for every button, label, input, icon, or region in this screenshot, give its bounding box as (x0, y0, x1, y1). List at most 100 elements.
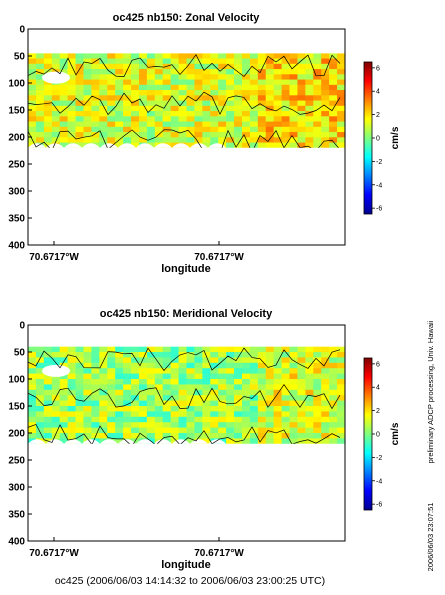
field-cell (202, 84, 211, 91)
field-cell (257, 79, 267, 86)
field-cell (273, 116, 283, 123)
field-cell (146, 116, 156, 123)
field-cell (51, 111, 61, 117)
field-cell (75, 63, 85, 70)
field-cell (75, 132, 85, 138)
field-cell (265, 411, 275, 418)
field-cell (289, 111, 299, 117)
field-cell (249, 357, 259, 364)
field-cell (226, 74, 235, 81)
field-cell (83, 379, 92, 385)
field-cell (35, 422, 45, 429)
field-cell (186, 132, 196, 138)
field-cell (321, 400, 330, 407)
chart-title: oc425 nb150: Meridional Velocity (100, 308, 273, 320)
field-cell (257, 90, 267, 96)
field-cell (234, 116, 243, 123)
field-cell (35, 411, 45, 418)
field-cell (273, 126, 283, 133)
field-cell (273, 368, 283, 375)
field-cell (329, 79, 338, 86)
field-cell (273, 74, 283, 81)
field-cell (234, 395, 243, 402)
field-cell (273, 121, 283, 128)
field-cell (75, 79, 85, 86)
field-cell (83, 411, 92, 418)
field-cell (186, 116, 196, 123)
field-cell (305, 137, 314, 144)
field-cell (51, 395, 61, 402)
field-cell (257, 357, 267, 364)
field-cell (35, 90, 45, 96)
y-tick-label: 350 (8, 510, 25, 521)
field-cell (43, 400, 53, 407)
field-cell (83, 95, 92, 102)
field-cell (305, 416, 314, 423)
field-cell (273, 63, 283, 70)
field-cell (265, 379, 275, 385)
field-cell (289, 406, 299, 412)
field-cell (218, 100, 227, 107)
field-cell (170, 105, 180, 112)
field-cell (202, 357, 211, 364)
field-cell (123, 63, 132, 70)
y-tick-label: 150 (8, 106, 25, 117)
field-cell (249, 111, 259, 117)
field-cell (107, 427, 116, 434)
field-cell (289, 438, 299, 444)
footer-caption: oc425 (2006/06/03 14:14:32 to 2006/06/03… (55, 575, 325, 587)
field-cell (28, 116, 37, 123)
field-cell (43, 63, 53, 70)
field-cell (131, 74, 140, 81)
field-cell (178, 105, 188, 112)
field-cell (162, 111, 172, 117)
field-cell (99, 384, 108, 391)
field-cell (202, 362, 211, 369)
field-cell (67, 400, 77, 407)
field-cell (289, 79, 299, 86)
field-cell (226, 395, 235, 402)
field-cell (321, 373, 330, 380)
x-axis-label: longitude (161, 559, 211, 571)
field-cell (305, 63, 314, 70)
field-cell (67, 346, 77, 353)
field-cell (178, 362, 188, 369)
field-cell (241, 411, 251, 418)
field-cell (146, 389, 156, 396)
field-cell (83, 395, 92, 402)
field-cell (146, 58, 156, 65)
field-cell (28, 111, 37, 117)
field-cell (107, 137, 116, 144)
field-cell (35, 395, 45, 402)
field-cell (273, 373, 283, 380)
field-cell (43, 357, 53, 364)
field-cell (297, 121, 306, 128)
field-cell (59, 137, 69, 144)
field-cell (83, 74, 92, 81)
field-cell (75, 346, 85, 353)
field-cell (186, 362, 196, 369)
field-cell (83, 427, 92, 434)
field-cell (257, 74, 267, 81)
field-cell (123, 95, 132, 102)
field-cell (265, 111, 275, 117)
field-cell (138, 368, 148, 375)
field-cell (249, 74, 259, 81)
field-cell (91, 84, 100, 91)
field-cell (329, 137, 338, 144)
field-cell (186, 79, 196, 86)
field-cell (218, 84, 227, 91)
field-cell (162, 368, 172, 375)
field-cell (28, 368, 37, 375)
field-cell (241, 438, 251, 444)
field-cell (249, 105, 259, 112)
field-cell (305, 79, 314, 86)
field-cell (107, 357, 116, 364)
field-cell (313, 126, 322, 133)
field-cell (186, 121, 196, 128)
field-cell (178, 400, 188, 407)
field-cell (273, 142, 283, 148)
field-cell (59, 384, 69, 391)
field-cell (28, 384, 37, 391)
field-cell (329, 406, 338, 412)
